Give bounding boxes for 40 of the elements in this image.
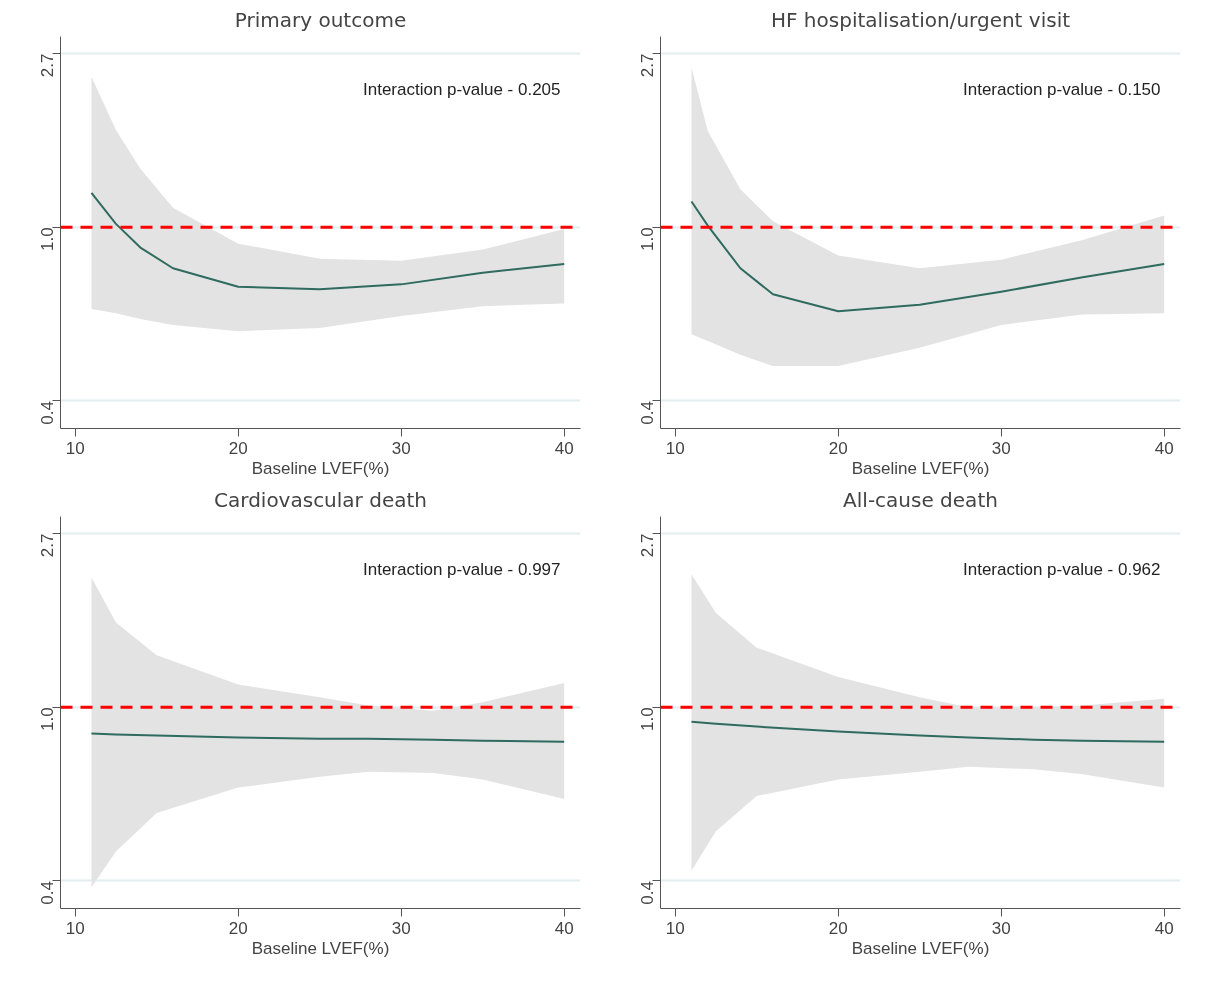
x-axis-title: Baseline LVEF(%)	[251, 938, 390, 958]
annotation: Interaction p-value - 0.205	[362, 79, 561, 99]
x-tick-label: 30	[391, 438, 411, 458]
chart-title: Cardiovascular death	[214, 487, 427, 512]
y-tick-label: 0.4	[638, 400, 658, 425]
x-tick-label: 20	[828, 438, 848, 458]
x-tick-label: 40	[554, 918, 574, 938]
y-tick-label: 0.4	[38, 400, 58, 425]
x-axis-title: Baseline LVEF(%)	[851, 458, 990, 478]
x-tick-label: 10	[65, 918, 85, 938]
x-tick-label: 10	[665, 918, 685, 938]
y-tick-label: 1.0	[38, 707, 58, 731]
annotation: Interaction p-value - 0.997	[362, 559, 561, 579]
x-tick-label: 40	[1154, 438, 1174, 458]
x-tick-label: 30	[391, 918, 411, 938]
annotation: Interaction p-value - 0.962	[962, 559, 1161, 579]
x-tick-label: 20	[228, 438, 248, 458]
y-tick-label: 2.7	[638, 533, 658, 558]
x-axis-title: Baseline LVEF(%)	[251, 458, 390, 478]
x-tick-label: 40	[554, 438, 574, 458]
x-tick-label: 30	[991, 438, 1011, 458]
y-tick-label: 2.7	[38, 53, 58, 78]
y-tick-label: 1.0	[38, 227, 58, 251]
chart-title: HF hospitalisation/urgent visit	[770, 7, 1071, 32]
x-tick-label: 30	[991, 918, 1011, 938]
chart-title: All-cause death	[843, 487, 998, 512]
y-tick-label: 2.7	[38, 533, 58, 558]
y-tick-label: 1.0	[638, 707, 658, 731]
x-axis-title: Baseline LVEF(%)	[851, 938, 990, 958]
y-tick-label: 0.4	[38, 880, 58, 905]
x-tick-label: 40	[1154, 918, 1174, 938]
x-tick-label: 20	[828, 918, 848, 938]
y-tick-label: 1.0	[638, 227, 658, 251]
x-tick-label: 10	[65, 438, 85, 458]
x-tick-label: 20	[228, 918, 248, 938]
y-tick-label: 2.7	[638, 53, 658, 78]
x-tick-label: 10	[665, 438, 685, 458]
chart-title: Primary outcome	[234, 7, 407, 32]
y-tick-label: 0.4	[638, 880, 658, 905]
annotation: Interaction p-value - 0.150	[962, 79, 1161, 99]
